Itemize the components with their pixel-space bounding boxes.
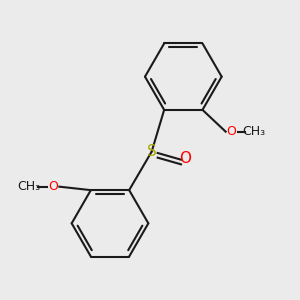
Text: O: O <box>48 180 58 193</box>
Text: CH₃: CH₃ <box>242 125 265 138</box>
Text: S: S <box>147 144 157 159</box>
Text: O: O <box>227 125 237 138</box>
Text: CH₃: CH₃ <box>17 180 40 193</box>
Text: O: O <box>179 151 191 166</box>
